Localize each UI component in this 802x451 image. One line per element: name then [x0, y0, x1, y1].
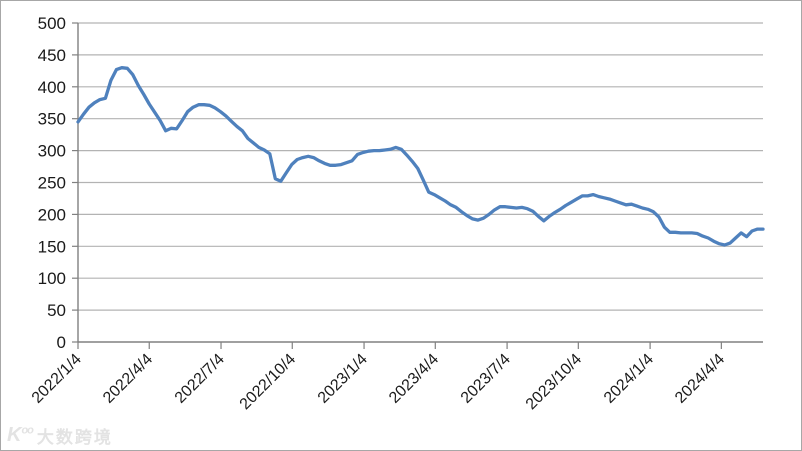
y-axis-label: 250 — [38, 174, 66, 193]
x-axis-label: 2024/4/4 — [672, 351, 728, 407]
watermark-text: 大数跨境 — [36, 428, 113, 447]
watermark: Koo 大数跨境 — [7, 423, 113, 448]
y-axis-label: 300 — [38, 142, 66, 161]
x-axis-label: 2023/4/4 — [386, 351, 442, 407]
x-axis-label: 2022/4/4 — [100, 351, 156, 407]
y-axis-label: 200 — [38, 205, 66, 224]
y-axis-label: 50 — [47, 301, 66, 320]
x-axis-label: 2022/1/4 — [29, 351, 85, 407]
data-series-line — [76, 66, 765, 247]
x-axis-label: 2023/7/4 — [458, 351, 514, 407]
y-axis-label: 350 — [38, 110, 66, 129]
y-axis-label: 400 — [38, 78, 66, 97]
x-axis-label: 2023/1/4 — [315, 351, 371, 407]
y-axis-label: 450 — [38, 46, 66, 65]
x-axis-label: 2022/7/4 — [172, 351, 228, 407]
x-axis-label: 2024/1/4 — [601, 351, 657, 407]
x-axis-label: 2023/10/4 — [523, 351, 585, 413]
watermark-logo-icon: Koo — [7, 424, 34, 446]
y-axis-label: 500 — [38, 14, 66, 33]
y-axis-label: 150 — [38, 237, 66, 256]
y-axis-label: 0 — [57, 333, 66, 352]
y-axis-label: 100 — [38, 269, 66, 288]
x-axis-label: 2022/10/4 — [237, 351, 299, 413]
